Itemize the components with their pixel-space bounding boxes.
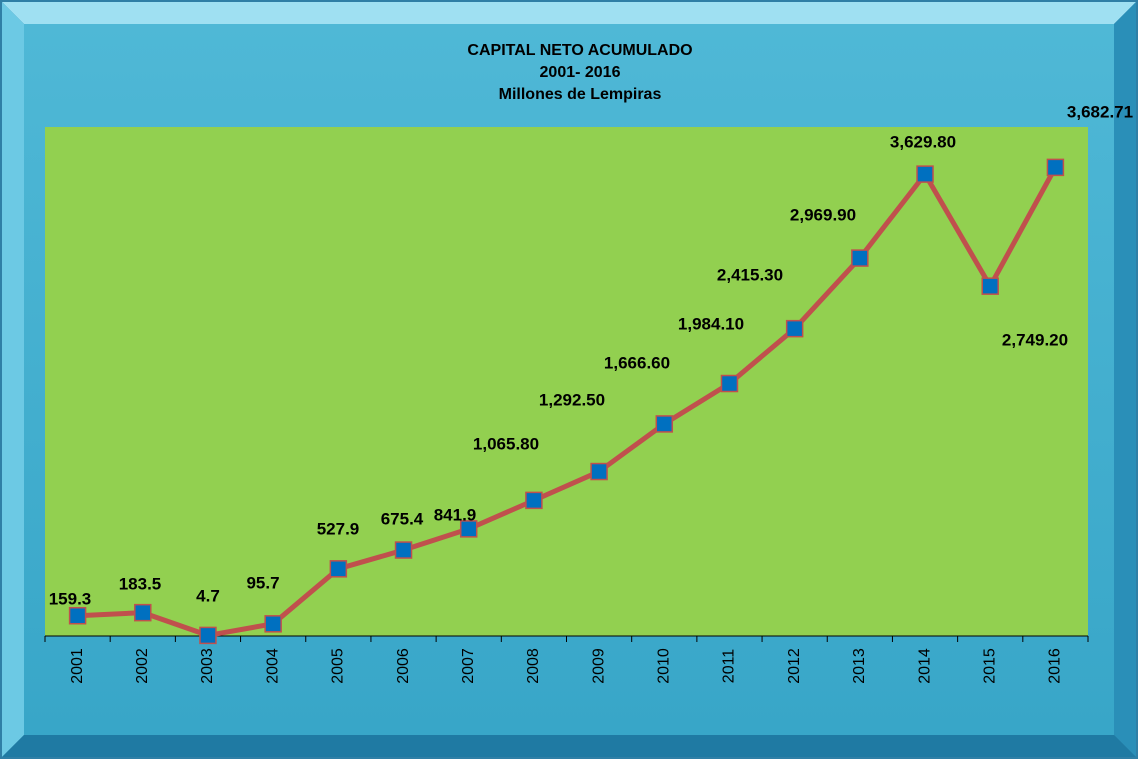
marker	[199, 626, 217, 645]
x-tick-label: 2004	[264, 648, 281, 684]
data-label: 2,415.30	[717, 265, 783, 284]
data-label: 675.4	[381, 509, 424, 528]
marker	[981, 277, 999, 295]
marker	[655, 415, 674, 433]
marker	[525, 491, 543, 510]
x-tick-label: 2008	[525, 648, 542, 684]
x-tick-label: 2011	[721, 649, 738, 684]
data-label: 95.7	[246, 573, 279, 592]
marker	[851, 249, 869, 267]
x-tick-label: 2009	[590, 648, 607, 684]
x-tick-label: 2005	[330, 648, 347, 684]
data-label: 159.3	[49, 589, 92, 608]
data-label: 3,682.71	[1067, 102, 1133, 121]
marker	[1046, 158, 1065, 177]
x-tick-label: 2016	[1047, 648, 1064, 684]
line	[77, 166, 1058, 638]
x-tick-label: 2001	[69, 648, 86, 684]
data-label: 1,984.10	[678, 314, 744, 333]
bevel-top	[2, 2, 1136, 24]
marker	[459, 520, 478, 538]
bevel-left	[2, 2, 24, 757]
x-tick-label: 2007	[460, 648, 477, 684]
marker	[134, 603, 152, 622]
data-label: 183.5	[119, 574, 162, 593]
marker	[916, 165, 934, 183]
marker	[590, 462, 608, 481]
data-label: 4.7	[196, 586, 220, 605]
marker	[720, 374, 739, 393]
marker	[329, 560, 348, 578]
x-tick-label: 2015	[981, 648, 998, 684]
data-label: 1,292.50	[539, 390, 605, 409]
data-label: 3,629.80	[890, 132, 956, 151]
data-label: 527.9	[317, 519, 360, 538]
data-label: 2,749.20	[1002, 330, 1068, 349]
data-label: 1,666.60	[604, 353, 670, 372]
x-tick-label: 2003	[199, 648, 216, 684]
unit-label: Millones de Lempiras	[499, 86, 662, 103]
marker	[785, 319, 804, 338]
x-tick-label: 2002	[134, 648, 151, 684]
marker	[68, 606, 87, 625]
chart-title: CAPITAL NETO ACUMULADO	[467, 42, 692, 59]
data-label: 2,969.90	[790, 205, 856, 224]
marker	[264, 615, 282, 633]
bevel-bottom	[2, 735, 1136, 757]
data-label: 1,065.80	[473, 434, 539, 453]
bevel-right	[1114, 2, 1136, 757]
marker	[394, 541, 413, 559]
x-tick-label: 2013	[851, 648, 868, 684]
data-label: 841.9	[434, 505, 477, 524]
plot-area	[45, 127, 1088, 636]
x-tick-label: 2012	[786, 648, 803, 684]
x-tick-label: 2014	[916, 648, 933, 684]
x-tick-label: 2006	[395, 648, 412, 684]
chart-subtitle: 2001- 2016	[540, 64, 621, 81]
x-tick-label: 2010	[656, 648, 673, 684]
